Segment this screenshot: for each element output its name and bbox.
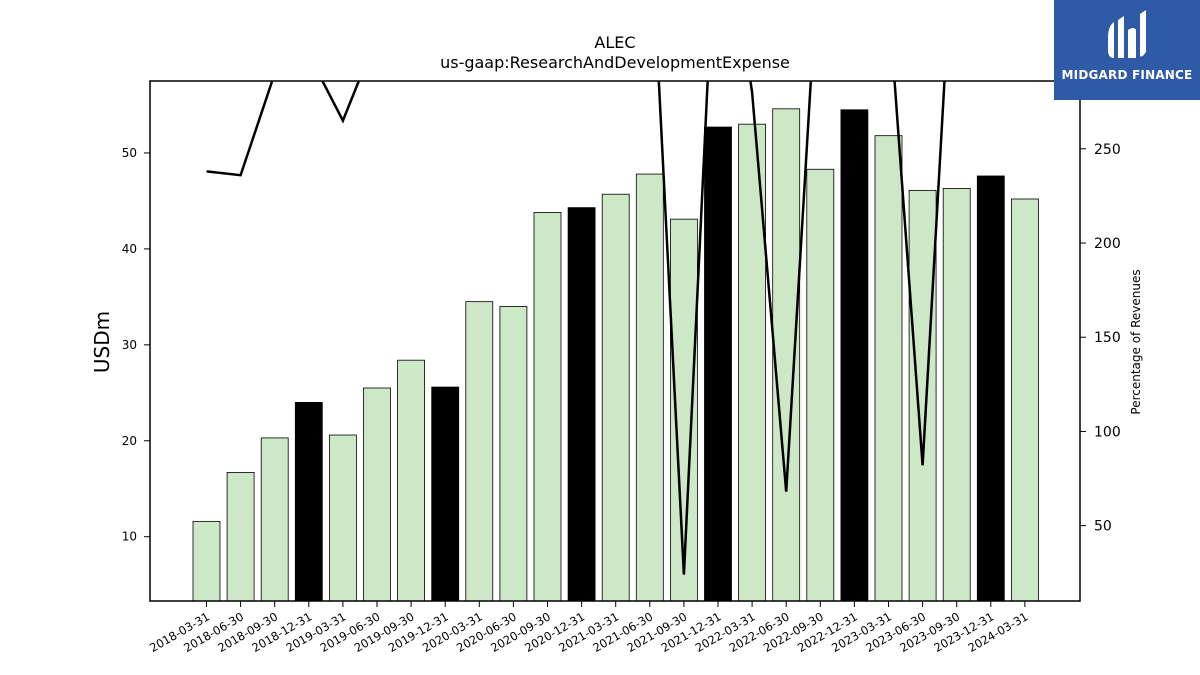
x-axis-ticks: 2018-03-312018-06-302018-09-302018-12-31… bbox=[147, 601, 1030, 655]
pct-line-layer bbox=[206, 81, 946, 575]
y-axis-ticks: 10 20 30 40 50 bbox=[122, 146, 150, 544]
bar-2019-03-31 bbox=[328, 434, 357, 602]
bar-2021-06-30 bbox=[635, 173, 664, 602]
bar-2023-09-30 bbox=[942, 188, 971, 602]
plot-frame bbox=[149, 80, 1081, 602]
bar-2022-06-30 bbox=[772, 108, 801, 602]
y-tick-label: 10 bbox=[122, 530, 137, 544]
bar-2019-06-30 bbox=[363, 387, 391, 602]
bar-2023-12-31 bbox=[976, 175, 1005, 602]
logo: MIDGARD FINANCE bbox=[1054, 0, 1200, 100]
bar-2024-03-31 bbox=[1011, 198, 1039, 602]
y-tick-label: 50 bbox=[122, 146, 137, 160]
bar-2023-03-31 bbox=[874, 135, 903, 602]
y2-axis-ticks: 50 100 150 200 250 bbox=[1080, 142, 1121, 535]
logo-mark-icon bbox=[1108, 10, 1146, 58]
pct-of-revenues-line bbox=[206, 81, 946, 575]
bar-2021-12-31 bbox=[704, 126, 732, 602]
bar-2018-09-30 bbox=[260, 437, 289, 602]
y2-tick-label: 200 bbox=[1094, 236, 1121, 252]
bar-2022-12-31 bbox=[840, 109, 869, 602]
y-axis-label: USDm bbox=[90, 311, 114, 373]
y2-axis-label: Percentage of Revenues bbox=[1129, 269, 1143, 414]
bar-2020-06-30 bbox=[499, 306, 528, 602]
bar-2020-12-31 bbox=[567, 207, 596, 602]
bar-2020-03-31 bbox=[465, 301, 494, 602]
y2-tick-label: 50 bbox=[1094, 519, 1112, 535]
chart-title: ALEC bbox=[594, 33, 635, 52]
y2-tick-label: 100 bbox=[1094, 424, 1121, 440]
bar-2019-12-31 bbox=[431, 386, 460, 602]
bar-2019-09-30 bbox=[397, 359, 426, 602]
y-tick-label: 20 bbox=[122, 434, 137, 448]
bar-2021-03-31 bbox=[601, 193, 630, 602]
logo-text: MIDGARD FINANCE bbox=[1061, 68, 1193, 82]
y-tick-label: 30 bbox=[122, 338, 137, 352]
bar-2022-09-30 bbox=[806, 168, 835, 602]
y2-tick-label: 250 bbox=[1094, 142, 1121, 158]
chart-subtitle: us-gaap:ResearchAndDevelopmentExpense bbox=[440, 53, 790, 72]
y-tick-label: 40 bbox=[122, 242, 137, 256]
bar-2018-06-30 bbox=[226, 472, 255, 602]
bar-2018-12-31 bbox=[294, 402, 323, 602]
bar-2018-03-31 bbox=[192, 520, 221, 602]
bar-2020-09-30 bbox=[533, 212, 562, 602]
bars bbox=[192, 108, 1039, 602]
bar-2023-06-30 bbox=[908, 189, 937, 602]
y2-tick-label: 150 bbox=[1094, 330, 1121, 346]
